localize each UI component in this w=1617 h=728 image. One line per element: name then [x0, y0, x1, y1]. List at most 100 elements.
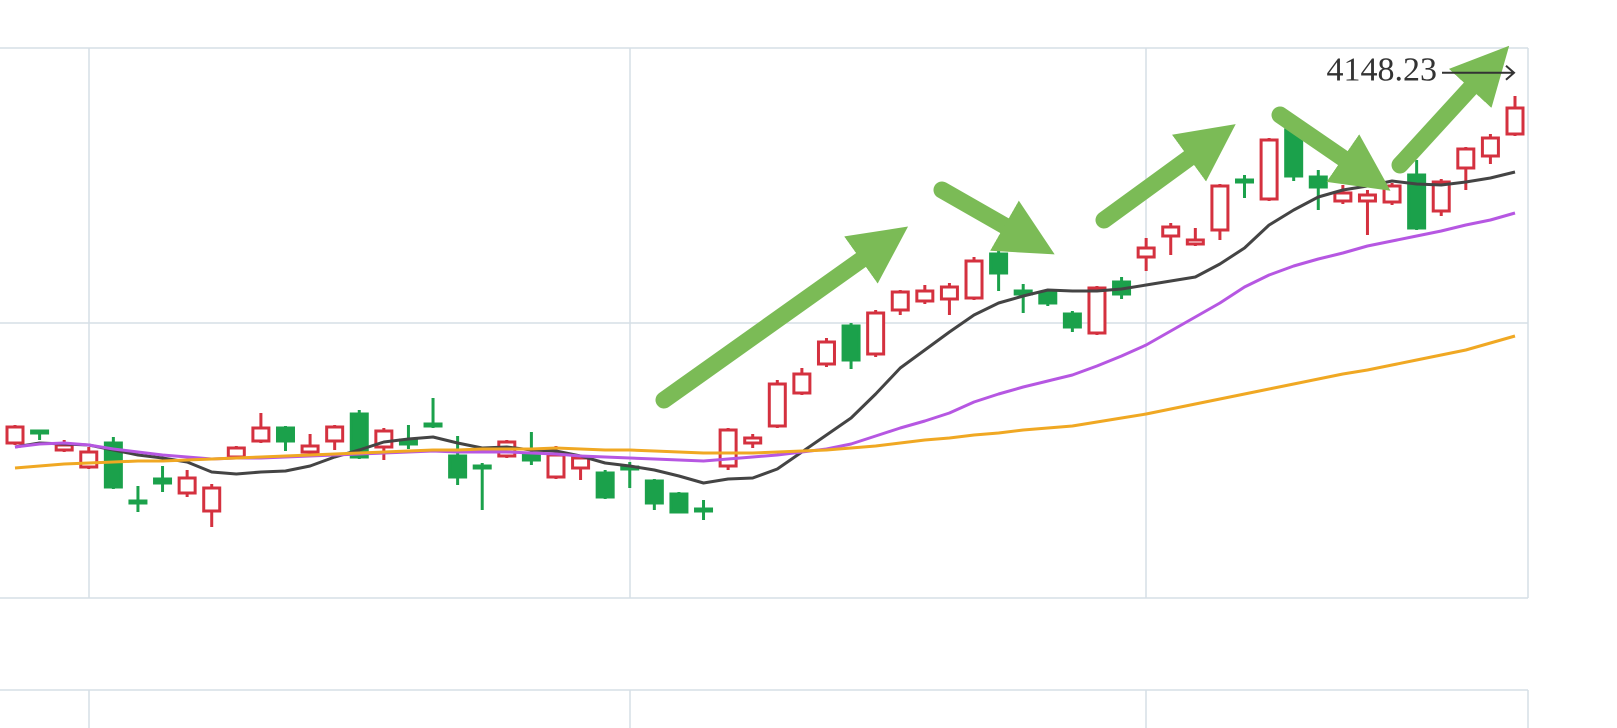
candle-body [1505, 106, 1525, 136]
candle-body [939, 285, 959, 301]
candle [5, 425, 25, 445]
candle-body [128, 499, 148, 505]
candle [1185, 228, 1205, 246]
price-label: 4148.23 [1327, 52, 1438, 89]
candle [1038, 290, 1058, 306]
candle-body [767, 382, 787, 428]
candle-body [202, 486, 222, 513]
candle-body [177, 476, 197, 495]
candle-body [153, 477, 173, 485]
candle-body [915, 289, 935, 303]
candle-body [226, 446, 246, 459]
candle-body [448, 454, 468, 479]
candle-body [1013, 289, 1033, 296]
candle-body [546, 453, 566, 479]
candle-body [1357, 193, 1377, 203]
candle [595, 470, 615, 499]
candle-body [1480, 136, 1500, 158]
grid [0, 47, 1529, 728]
candle [915, 285, 935, 304]
candle-body [1185, 238, 1205, 246]
candle-body [1431, 180, 1451, 213]
candle-body [1456, 147, 1476, 170]
plot [5, 96, 1525, 527]
candle [202, 484, 222, 527]
candle-body [423, 422, 443, 428]
candle-body [1210, 184, 1230, 232]
candle-body [1259, 138, 1279, 201]
candle-body [1382, 184, 1402, 204]
candle [423, 398, 443, 428]
candle [694, 500, 714, 520]
candle-body [571, 456, 591, 470]
trend-arrow [1271, 106, 1391, 191]
candle [989, 250, 1009, 291]
candle [792, 368, 812, 395]
candle [964, 257, 984, 300]
candle [1136, 238, 1156, 271]
candle-body [30, 429, 50, 435]
candle [1480, 134, 1500, 164]
candle-body [79, 450, 99, 469]
candle [275, 426, 295, 451]
candle-body [349, 412, 369, 459]
candle [251, 413, 271, 443]
price-marker: 4148.23 [1327, 52, 1516, 89]
candle-body [521, 453, 541, 462]
candle [1161, 223, 1181, 255]
candle [571, 455, 591, 480]
candle-body [1308, 175, 1328, 189]
candle-body [325, 425, 345, 443]
candle-body [743, 436, 763, 445]
candle [841, 323, 861, 369]
trend-arrow [1391, 45, 1510, 174]
candle-body [1235, 178, 1255, 184]
candle-body [1038, 291, 1058, 305]
candle [1087, 286, 1107, 335]
candle-body [472, 464, 492, 470]
candle-body [595, 471, 615, 499]
candle [300, 434, 320, 454]
price-pointer [1442, 64, 1516, 81]
candle-body [866, 311, 886, 356]
candle [1235, 175, 1255, 198]
candle [128, 486, 148, 512]
candle [472, 463, 492, 510]
candle-body [1136, 246, 1156, 259]
candle-body [841, 324, 861, 362]
candle [177, 470, 197, 497]
candle-body [1062, 312, 1082, 329]
candle [644, 479, 664, 510]
candle [1284, 128, 1304, 181]
candle [30, 429, 50, 440]
candle [1210, 184, 1230, 240]
annotation-arrows [655, 45, 1510, 409]
candle [1407, 160, 1427, 230]
candle-body [103, 441, 123, 489]
candle [1062, 311, 1082, 332]
candle [743, 434, 763, 448]
candle-body [669, 492, 689, 514]
candle [866, 310, 886, 357]
candle [1013, 284, 1033, 313]
candle [448, 436, 468, 485]
candle-body [644, 479, 664, 505]
candle-body [890, 290, 910, 312]
candle-body [251, 426, 271, 443]
candle-body [964, 259, 984, 300]
candle-body [694, 507, 714, 513]
candle [767, 380, 787, 428]
candle-body [816, 340, 836, 366]
moving-average-line [14, 334, 1516, 470]
moving-average-line [14, 170, 1516, 485]
trend-arrow [1095, 124, 1236, 229]
trend-arrow [655, 226, 909, 409]
candle-body [54, 443, 74, 452]
candle [325, 425, 345, 450]
trend-arrow [933, 181, 1055, 255]
candle-body [1407, 173, 1427, 230]
candle [939, 283, 959, 315]
candle [1259, 138, 1279, 201]
